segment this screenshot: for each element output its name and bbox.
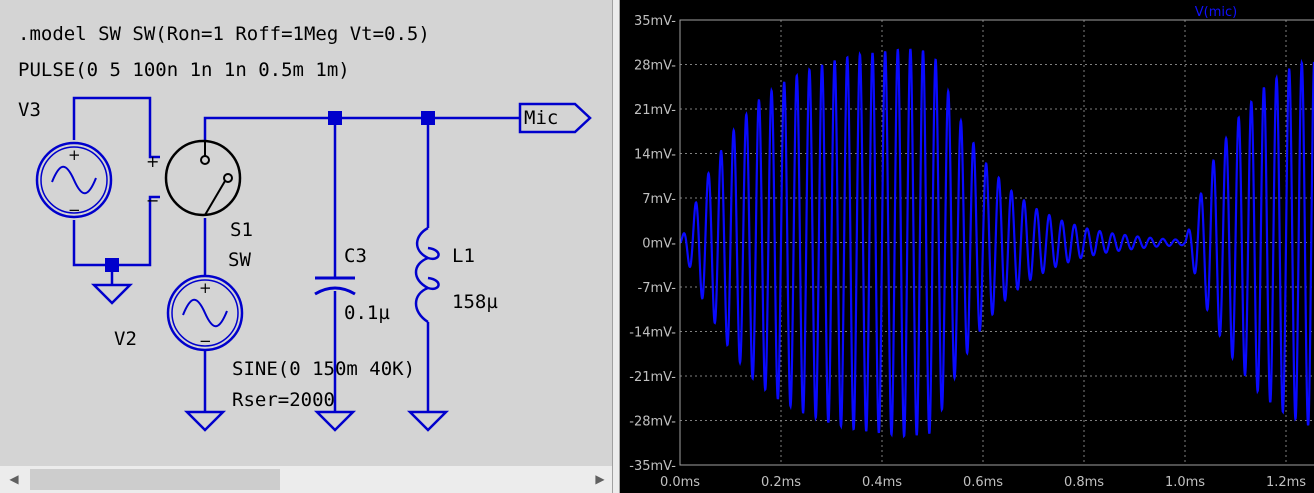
wire-v3-top[interactable] [72, 96, 160, 159]
net-label-mic[interactable]: Mic [518, 102, 592, 134]
y-tick-label: 35mV- [634, 14, 676, 29]
ground-icon[interactable] [183, 410, 227, 432]
spice-directive-model[interactable]: .model SW SW(Ron=1 Roff=1Meg Vt=0.5) [18, 23, 430, 45]
y-tick-label: 14mV- [634, 148, 676, 163]
trace-vmic[interactable] [679, 48, 1314, 439]
spice-directive-pulse[interactable]: PULSE(0 5 100n 1n 1n 0.5m 1m) [18, 59, 350, 81]
y-tick-label: -28mV- [629, 415, 676, 430]
ground-icon[interactable] [313, 410, 357, 432]
scrollbar-thumb[interactable] [30, 469, 280, 490]
label-s1: S1 [230, 219, 253, 241]
junction-dot [328, 111, 342, 125]
schematic-pane[interactable]: .model SW SW(Ron=1 Roff=1Meg Vt=0.5) PUL… [0, 0, 612, 493]
junction-dot [105, 258, 119, 272]
y-tick-label: 0mV- [642, 237, 676, 252]
trace-label[interactable]: V(mic) [1195, 5, 1237, 20]
voltage-source-v2[interactable]: + − [166, 274, 244, 352]
horizontal-scrollbar[interactable]: ◀ ▶ [0, 466, 612, 493]
y-tick-label: 21mV- [634, 103, 676, 118]
label-v2-source: SINE(0 150m 40K) [232, 358, 415, 380]
x-tick-label: 0.2ms [761, 475, 801, 490]
y-tick-label: -7mV- [638, 281, 677, 296]
minus-icon: − [68, 201, 81, 219]
x-tick-label: 0.0ms [660, 475, 700, 490]
label-c3-value: 0.1µ [344, 302, 390, 324]
switch-s1[interactable]: + − [146, 139, 242, 217]
label-l1-value: 158µ [452, 291, 498, 313]
wire-s1-top[interactable] [203, 116, 335, 140]
label-v2: V2 [114, 328, 137, 350]
y-tick-label: 7mV- [642, 192, 676, 207]
y-tick-label: -35mV- [629, 459, 676, 474]
waveform-pane[interactable]: V(mic) 35mV- 28mV- 21mV- 14mV- 7mV- 0mV- -7mV-… [620, 0, 1314, 493]
x-axis-ticks: 0.0ms 0.2ms 0.4ms 0.6ms 0.8ms 1.0ms 1.2ms [660, 475, 1306, 490]
scroll-left-arrow-icon[interactable]: ◀ [9, 472, 19, 486]
plus-icon: + [68, 146, 81, 164]
x-tick-label: 0.4ms [862, 475, 902, 490]
pane-splitter[interactable] [612, 0, 620, 493]
plus-icon: + [199, 279, 212, 297]
y-axis-ticks: 35mV- 28mV- 21mV- 14mV- 7mV- 0mV- -7mV- -14mV- -… [629, 14, 676, 474]
plot-frame [679, 19, 1314, 466]
wire-v3-bottom[interactable] [72, 195, 160, 267]
schematic-canvas[interactable]: .model SW SW(Ron=1 Roff=1Meg Vt=0.5) PUL… [0, 0, 612, 493]
voltage-source-v3[interactable]: + − [35, 141, 113, 219]
minus-icon: − [199, 332, 212, 350]
y-tick-label: 28mV- [634, 59, 676, 74]
capacitor-c3[interactable] [314, 276, 356, 296]
y-tick-label: -14mV- [629, 326, 676, 341]
scroll-right-arrow-icon[interactable]: ▶ [595, 472, 605, 486]
junction-dot [421, 111, 435, 125]
label-s1-model: SW [228, 249, 251, 271]
ground-icon[interactable] [406, 410, 450, 432]
x-tick-label: 1.0ms [1165, 475, 1205, 490]
label-v3: V3 [18, 99, 41, 121]
inductor-l1[interactable] [414, 226, 440, 324]
waveform-plot[interactable]: V(mic) 35mV- 28mV- 21mV- 14mV- 7mV- 0mV- -7mV-… [620, 0, 1314, 493]
ground-symbols [90, 283, 450, 432]
label-c3: C3 [344, 245, 367, 267]
x-tick-label: 1.2ms [1266, 475, 1306, 490]
ground-icon[interactable] [90, 283, 134, 305]
label-l1: L1 [452, 245, 475, 267]
plus-icon: + [146, 152, 159, 171]
y-tick-label: -21mV- [629, 370, 676, 385]
net-label-text: Mic [524, 107, 558, 129]
x-tick-label: 0.6ms [963, 475, 1003, 490]
x-tick-label: 0.8ms [1064, 475, 1104, 490]
label-v2-rser: Rser=2000 [232, 389, 335, 411]
minus-icon: − [146, 191, 159, 210]
